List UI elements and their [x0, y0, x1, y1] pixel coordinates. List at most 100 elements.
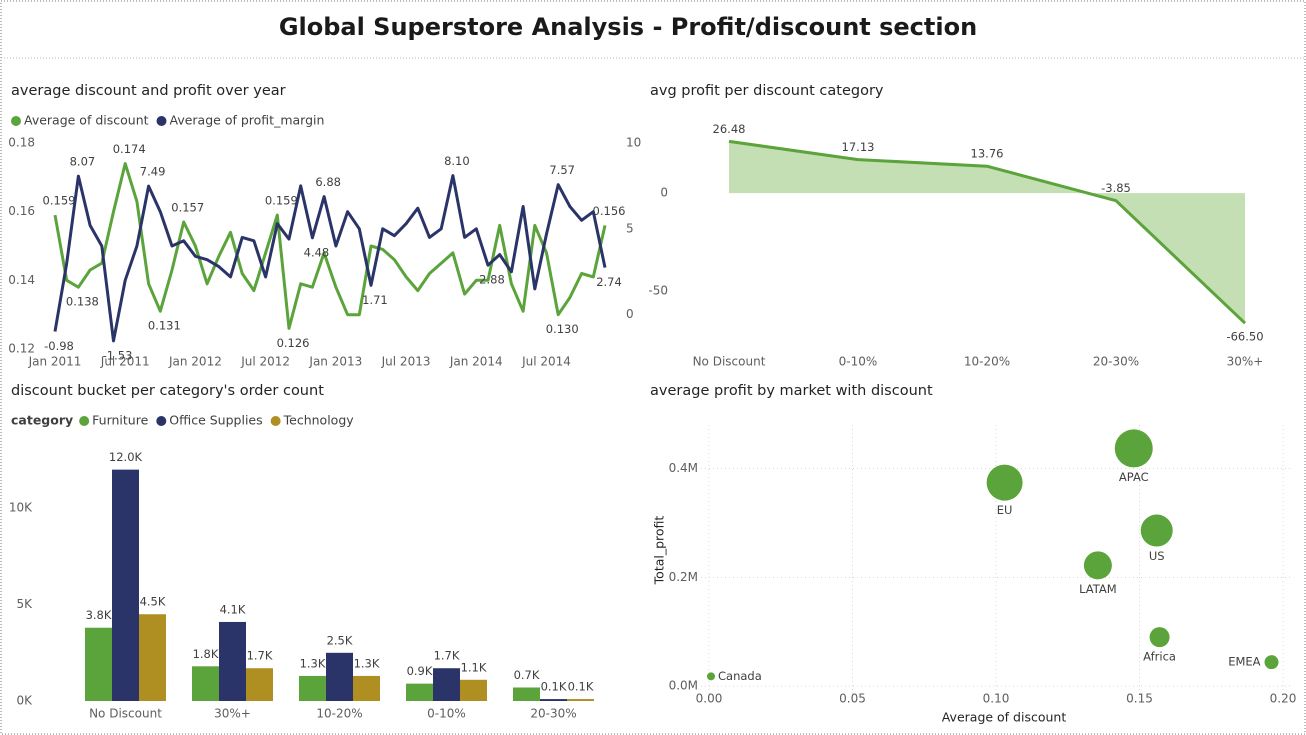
bubble [986, 464, 1023, 501]
data-label: 1.3K [354, 656, 380, 670]
y-axis-title: Total_profit [652, 516, 667, 586]
legend-label: Furniture [92, 413, 148, 428]
x-tick-label: Jul 2013 [381, 355, 431, 369]
data-label: -1.53 [103, 348, 133, 362]
legend-title: category [11, 413, 73, 428]
data-label: 13.76 [971, 147, 1004, 161]
bar [192, 666, 219, 701]
legend-swatch [156, 416, 167, 426]
x-tick-label: No Discount [693, 355, 766, 369]
y-tick-label: 0.2M [669, 570, 698, 584]
x-tick-label: 30%+ [214, 707, 251, 721]
x-tick-label: 0.00 [696, 692, 723, 706]
x-tick-label: Jan 2012 [168, 355, 222, 369]
y-tick-label: -50 [648, 283, 668, 297]
legend-swatch [270, 416, 281, 426]
series-line [53, 162, 607, 330]
data-label: -66.50 [1226, 330, 1263, 344]
x-tick-label: 0.10 [983, 692, 1010, 706]
bar [540, 699, 567, 701]
chart-title: discount bucket per category's order cou… [11, 383, 324, 399]
x-tick-label: Jan 2014 [449, 355, 503, 369]
x-tick-label: 20-30% [530, 707, 576, 721]
legend-label: Average of discount [24, 113, 149, 128]
data-label: 1.8K [193, 647, 219, 661]
bar [219, 621, 246, 701]
bubble-label: LATAM [1079, 582, 1117, 596]
bubble-label: Africa [1143, 650, 1176, 664]
x-tick-label: 30%+ [1227, 355, 1264, 369]
bubble [1149, 627, 1170, 648]
data-label: 0.130 [546, 322, 579, 336]
data-label: 0.138 [66, 295, 99, 309]
legend-label: Technology [283, 413, 355, 428]
chart-title: average discount and profit over year [11, 83, 286, 99]
y2-tick-label: 0 [626, 307, 634, 321]
x-tick-label: 0.15 [1126, 692, 1153, 706]
x-tick-label: 0-10% [427, 707, 466, 721]
bubble-label: APAC [1119, 470, 1149, 484]
x-axis-title: Average of discount [942, 710, 1067, 725]
x-tick-label: 20-30% [1093, 355, 1139, 369]
bar [299, 675, 326, 701]
x-tick-label: Jul 2014 [521, 355, 571, 369]
bar [406, 683, 433, 701]
data-label: 26.48 [713, 122, 746, 136]
y-tick-label: 0.4M [669, 461, 698, 475]
area-line [728, 139, 1247, 325]
bar [513, 687, 540, 701]
data-label: 2.5K [327, 633, 353, 647]
data-label: 1.7K [247, 649, 273, 663]
bar [246, 668, 273, 701]
page-title: Global Superstore Analysis - Profit/disc… [279, 13, 977, 41]
data-label: 7.49 [140, 165, 166, 179]
bubble-label: US [1149, 549, 1165, 563]
data-label: 0.157 [171, 200, 204, 214]
y2-tick-label: 10 [626, 136, 641, 150]
bar [112, 469, 139, 701]
data-label: -0.98 [44, 339, 74, 353]
y-tick-label: 0.16 [8, 204, 35, 218]
chart-title: average profit by market with discount [650, 383, 933, 399]
x-tick-label: 0-10% [839, 355, 878, 369]
legend-label: Office Supplies [169, 413, 262, 428]
bubble [707, 672, 716, 681]
data-label: 2.88 [479, 273, 505, 287]
area [729, 141, 1245, 324]
y-tick-label: 0.14 [8, 273, 35, 287]
data-label: 6.88 [315, 175, 341, 189]
data-label: 0.159 [43, 194, 76, 208]
data-label: 0.9K [407, 664, 433, 678]
y-tick-label: 0.0M [669, 679, 698, 693]
data-label: 1.7K [434, 649, 460, 663]
data-label: 3.8K [86, 608, 112, 622]
bubble-label: EMEA [1228, 655, 1260, 669]
bubble [1264, 655, 1279, 670]
x-tick-label: 10-20% [316, 707, 362, 721]
bubble-label: EU [997, 503, 1013, 517]
legend-swatch [79, 416, 90, 426]
x-tick-label: Jul 2011 [100, 355, 150, 369]
data-label: 4.1K [220, 602, 246, 616]
data-label: 8.10 [444, 154, 470, 168]
data-label: 1.3K [300, 656, 326, 670]
data-label: 1.1K [461, 660, 487, 674]
data-label: 4.5K [140, 595, 166, 609]
bar [326, 652, 353, 701]
data-label: 12.0K [109, 450, 143, 464]
y-tick-label: 0 [660, 186, 668, 200]
bar [433, 668, 460, 701]
bar [139, 614, 166, 701]
legend-label: Average of profit_margin [170, 113, 325, 128]
x-tick-label: 0.05 [839, 692, 866, 706]
bar [567, 699, 594, 701]
data-label: 0.1K [541, 680, 567, 694]
y-tick-label: 5K [16, 597, 33, 611]
bar [460, 679, 487, 701]
x-tick-label: No Discount [89, 707, 162, 721]
data-label: 0.131 [148, 319, 181, 333]
legend-swatch [156, 116, 167, 126]
chart-title: avg profit per discount category [650, 83, 884, 99]
bubble [1140, 514, 1173, 547]
